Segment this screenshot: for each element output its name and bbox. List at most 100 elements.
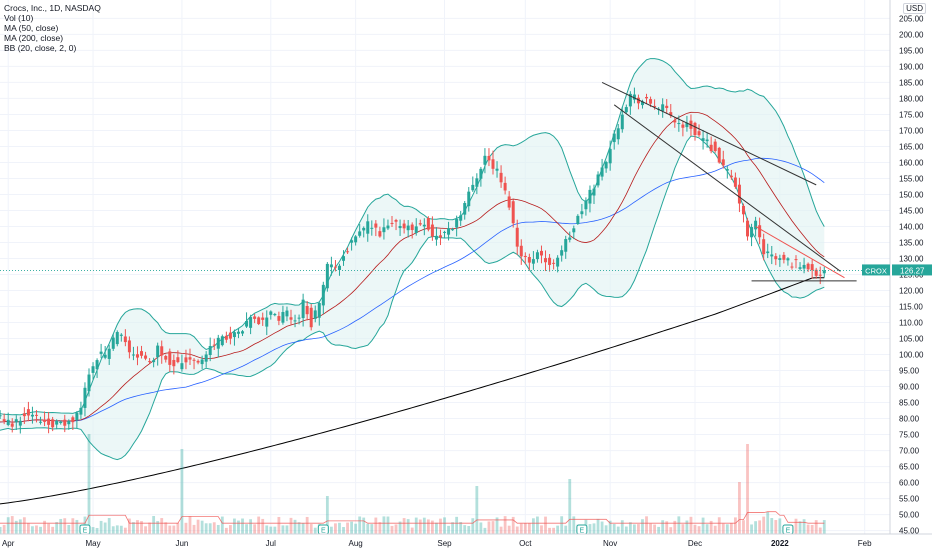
- volume-bar: [39, 526, 42, 534]
- earnings-marker[interactable]: E: [782, 524, 794, 535]
- candle-body: [548, 257, 552, 265]
- candle-body: [669, 112, 673, 116]
- price-tick-label: 55.00: [899, 495, 920, 504]
- volume-bar: [471, 518, 475, 534]
- time-tick-label: Jun: [175, 539, 188, 548]
- candle: [713, 138, 717, 153]
- earnings-marker[interactable]: E: [576, 524, 588, 535]
- candle-body: [123, 336, 127, 343]
- price-tick-label: 135.00: [899, 238, 924, 247]
- candle-body: [705, 139, 709, 142]
- candle: [709, 136, 713, 154]
- candle: [350, 237, 354, 251]
- candle: [337, 263, 341, 276]
- candle: [140, 345, 144, 359]
- volume-bar: [204, 523, 208, 534]
- volume-bar: [443, 517, 446, 534]
- candle: [22, 407, 26, 424]
- volume-bar: [394, 524, 398, 534]
- candle-body: [269, 311, 273, 315]
- candle-body: [350, 240, 354, 243]
- candle-body: [802, 264, 806, 269]
- volume-bar: [71, 518, 75, 534]
- candle: [346, 247, 350, 255]
- volume-bar: [325, 496, 329, 534]
- volume-bar: [261, 518, 265, 534]
- volume-bar: [87, 434, 91, 534]
- volume-bar: [35, 525, 38, 534]
- candle-body: [576, 215, 580, 224]
- volume-bar: [91, 527, 95, 534]
- candle: [451, 227, 455, 231]
- candle-body: [370, 227, 374, 229]
- volume-bar: [0, 526, 2, 534]
- volume-bar: [649, 523, 652, 534]
- volume-bar: [269, 526, 273, 534]
- currency-label[interactable]: USD: [903, 3, 926, 14]
- price-tick-label: 150.00: [899, 190, 924, 199]
- earnings-marker[interactable]: E: [79, 524, 91, 535]
- candle: [220, 334, 224, 347]
- last-price-value-bg: [892, 264, 932, 276]
- candle: [548, 254, 552, 272]
- ma50-line: [0, 157, 825, 423]
- volume-bar: [305, 516, 309, 534]
- candle-body: [729, 175, 733, 178]
- volume-bar: [564, 525, 568, 534]
- candle: [317, 301, 321, 326]
- candle-body: [527, 257, 531, 263]
- volume-bar: [459, 522, 463, 534]
- volume-bar: [212, 522, 216, 534]
- candle: [645, 93, 649, 104]
- candle-body: [354, 236, 358, 243]
- time-tick-label: Jul: [266, 539, 276, 548]
- earnings-marker[interactable]: E: [317, 524, 329, 535]
- candle-body: [148, 361, 152, 363]
- volume-bar: [467, 526, 471, 534]
- candle: [127, 336, 131, 359]
- volume-bar: [491, 521, 495, 534]
- volume-bar: [628, 522, 632, 534]
- candle-body: [87, 374, 91, 392]
- volume-bar: [616, 526, 620, 534]
- candle-body: [782, 254, 786, 260]
- candle: [572, 225, 576, 240]
- volume-bar: [362, 517, 366, 534]
- volume-bar: [216, 524, 220, 534]
- price-tick-label: 120.00: [899, 287, 924, 296]
- volume-bar: [746, 444, 749, 534]
- candle: [794, 255, 798, 269]
- candle: [261, 312, 265, 326]
- volume-bar: [346, 522, 349, 534]
- volume-bar: [152, 516, 156, 534]
- candle: [414, 218, 418, 236]
- candle-body: [358, 231, 362, 236]
- volume-bar: [128, 518, 131, 534]
- candle: [329, 256, 333, 276]
- candle-body: [794, 259, 798, 261]
- volume-bar: [47, 523, 50, 534]
- volume-bar: [390, 525, 394, 534]
- candle: [539, 245, 543, 264]
- candle: [616, 124, 620, 145]
- candle-body: [568, 237, 572, 240]
- volume-bar: [665, 521, 669, 534]
- candle: [519, 239, 523, 265]
- candle-body: [443, 231, 447, 233]
- candle-body: [499, 172, 503, 183]
- price-tick-label: 130.00: [899, 254, 924, 263]
- candle: [806, 262, 810, 272]
- volume-bar: [95, 527, 99, 534]
- candle-body: [741, 205, 745, 215]
- time-tick-label: Dec: [688, 539, 702, 548]
- candle: [123, 329, 127, 347]
- volume-bar: [742, 520, 745, 534]
- candle: [232, 329, 236, 346]
- volume-bar: [495, 517, 499, 534]
- candle: [725, 165, 729, 179]
- candle: [733, 172, 737, 189]
- candle-body: [495, 168, 499, 171]
- candle-body: [620, 114, 624, 130]
